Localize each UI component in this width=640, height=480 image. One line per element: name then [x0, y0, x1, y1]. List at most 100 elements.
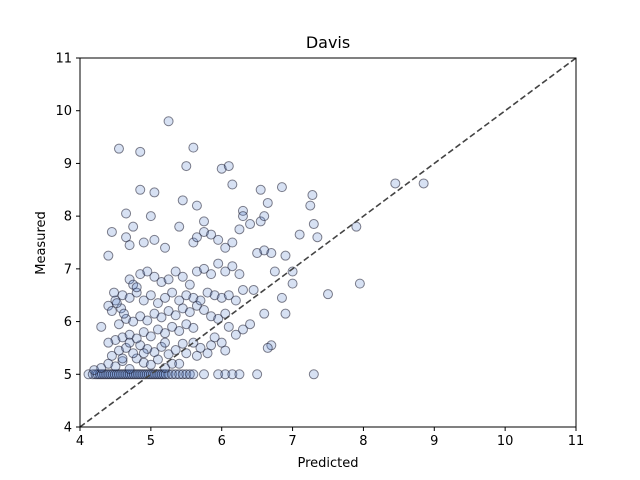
data-point	[170, 310, 181, 321]
data-point	[142, 315, 153, 326]
x-tick-label: 5	[147, 434, 155, 449]
y-tick-label: 5	[64, 368, 72, 383]
data-point	[103, 337, 114, 348]
data-point	[181, 369, 192, 380]
data-point	[167, 369, 178, 380]
y-axis-label: Measured	[34, 211, 49, 275]
x-tick-label: 6	[218, 434, 226, 449]
data-point	[117, 353, 128, 364]
data-point	[276, 292, 287, 303]
data-point	[181, 161, 192, 172]
x-axis-label: Predicted	[297, 456, 358, 471]
data-point	[142, 266, 153, 277]
data-point	[149, 234, 160, 245]
data-point	[124, 292, 135, 303]
data-point	[145, 211, 156, 222]
data-point	[174, 369, 185, 380]
data-point	[237, 205, 248, 216]
data-point	[174, 358, 185, 369]
data-point	[307, 190, 318, 201]
y-tick-label: 8	[64, 210, 72, 225]
data-point	[287, 266, 298, 277]
data-point	[227, 237, 238, 248]
data-point	[199, 369, 209, 380]
data-point	[163, 274, 174, 285]
y-axis: 4 5 6 7 8 9 10 11	[55, 52, 80, 436]
data-point	[220, 369, 231, 380]
data-point	[149, 347, 160, 358]
data-point	[191, 232, 202, 243]
data-point	[312, 232, 323, 243]
data-point	[237, 324, 248, 335]
data-point	[184, 369, 195, 380]
data-point	[188, 369, 199, 380]
data-point	[199, 263, 209, 274]
data-point	[255, 184, 266, 195]
data-point	[234, 224, 245, 235]
data-point	[103, 250, 114, 261]
y-tick-label: 4	[64, 421, 72, 436]
data-point	[220, 345, 231, 356]
data-point	[184, 307, 195, 318]
data-point	[124, 364, 135, 375]
data-point	[188, 322, 199, 333]
data-point	[160, 337, 171, 348]
y-tick-label: 7	[64, 262, 72, 277]
data-point	[227, 261, 238, 272]
data-point	[199, 216, 209, 227]
data-point	[237, 284, 248, 295]
data-point	[213, 369, 224, 380]
data-point	[121, 208, 132, 219]
data-point	[145, 290, 156, 301]
y-tick-label: 11	[55, 52, 72, 67]
data-point	[131, 282, 142, 293]
data-point	[245, 219, 256, 230]
data-point	[230, 295, 241, 306]
data-point	[124, 274, 135, 285]
data-point	[138, 295, 149, 306]
data-point	[259, 308, 270, 319]
data-point	[167, 358, 178, 369]
data-point	[259, 211, 270, 222]
data-point	[111, 298, 122, 309]
y-tick-label: 6	[64, 315, 72, 330]
data-point	[149, 271, 160, 282]
data-point	[276, 182, 287, 193]
data-point	[138, 348, 149, 359]
data-point	[170, 345, 181, 356]
data-point	[121, 342, 132, 353]
data-point	[308, 369, 319, 380]
data-point	[160, 242, 171, 253]
data-point	[418, 178, 429, 189]
data-point	[145, 359, 156, 370]
data-point	[195, 295, 206, 306]
x-tick-label: 7	[288, 434, 296, 449]
plot-frame	[79, 57, 577, 428]
data-point	[135, 184, 146, 195]
data-point	[177, 338, 188, 349]
data-point	[191, 350, 202, 361]
data-point	[113, 143, 124, 154]
data-point	[227, 179, 238, 190]
data-point	[117, 356, 128, 367]
data-point	[354, 278, 365, 289]
data-point	[245, 319, 256, 330]
data-point	[106, 350, 117, 361]
data-point	[128, 316, 139, 327]
y-tick-label: 10	[55, 104, 72, 119]
data-point	[106, 306, 117, 317]
data-point	[156, 312, 167, 323]
data-point	[174, 221, 185, 232]
y-tick-label: 9	[64, 157, 72, 172]
data-point	[160, 292, 171, 303]
data-point	[106, 226, 117, 237]
data-point	[230, 329, 241, 340]
data-point	[177, 271, 188, 282]
data-point	[184, 279, 195, 290]
x-tick-label: 10	[497, 434, 514, 449]
data-point	[167, 287, 178, 298]
data-point	[308, 219, 319, 230]
data-point	[149, 187, 160, 198]
data-point	[152, 298, 163, 309]
data-point	[181, 348, 192, 359]
